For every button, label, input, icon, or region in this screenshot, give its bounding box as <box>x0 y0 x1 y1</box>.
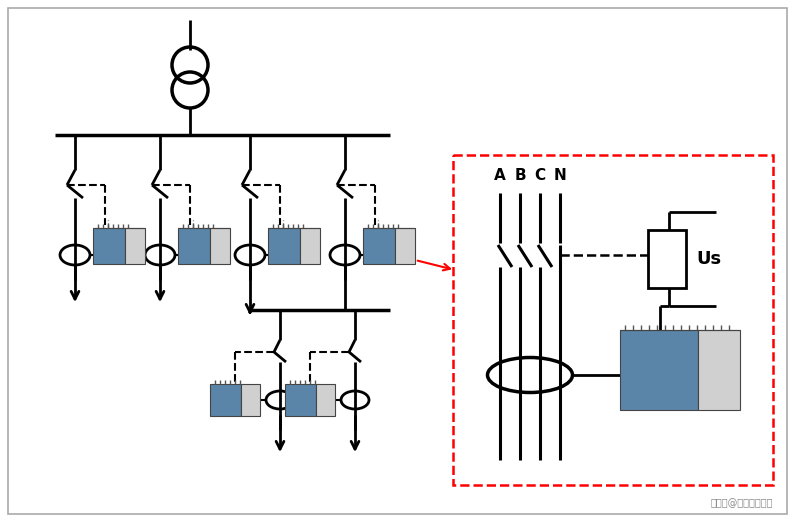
Bar <box>453 155 773 485</box>
Bar <box>126 228 145 264</box>
Text: Us: Us <box>696 250 721 268</box>
Text: A: A <box>494 168 506 183</box>
Bar <box>620 330 698 410</box>
Bar <box>285 384 316 416</box>
Bar <box>268 228 301 264</box>
Text: B: B <box>514 168 525 183</box>
Bar <box>210 228 230 264</box>
Bar <box>698 330 740 410</box>
Bar <box>178 228 210 264</box>
Bar <box>316 384 335 416</box>
Text: N: N <box>553 168 566 183</box>
Bar <box>210 384 241 416</box>
Bar <box>648 230 686 288</box>
Text: C: C <box>534 168 545 183</box>
Bar <box>241 384 260 416</box>
Text: 搜狐号@安科瑞张田田: 搜狐号@安科瑞张田田 <box>711 498 773 508</box>
Bar <box>395 228 415 264</box>
Bar <box>301 228 320 264</box>
Bar <box>363 228 395 264</box>
Bar <box>93 228 126 264</box>
